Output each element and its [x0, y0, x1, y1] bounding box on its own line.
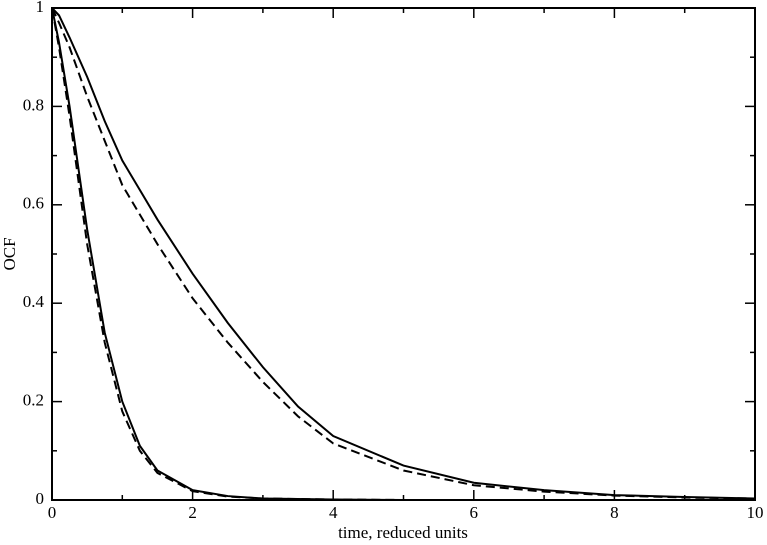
- plot-frame: [51, 7, 756, 501]
- y-tick-label: 0: [36, 489, 45, 508]
- y-axis-label: OCF: [0, 237, 19, 270]
- x-tick-label: 6: [470, 503, 479, 522]
- x-tick-label: 10: [747, 503, 764, 522]
- series-line: [51, 7, 755, 501]
- y-tick-label: 0.6: [23, 194, 44, 213]
- y-tick-label: 0.4: [23, 292, 45, 311]
- x-tick-label: 0: [48, 503, 57, 522]
- x-tick-label: 2: [188, 503, 197, 522]
- x-tick-label: 4: [329, 503, 338, 522]
- y-tick-label: 0.8: [23, 95, 44, 114]
- x-axis-label: time, reduced units: [338, 523, 468, 542]
- y-tick-label: 1: [36, 0, 45, 16]
- series-line: [51, 7, 756, 500]
- x-tick-label: 8: [610, 503, 619, 522]
- y-tick-label: 0.2: [23, 391, 44, 410]
- series-line: [51, 7, 756, 500]
- series-line: [51, 7, 755, 501]
